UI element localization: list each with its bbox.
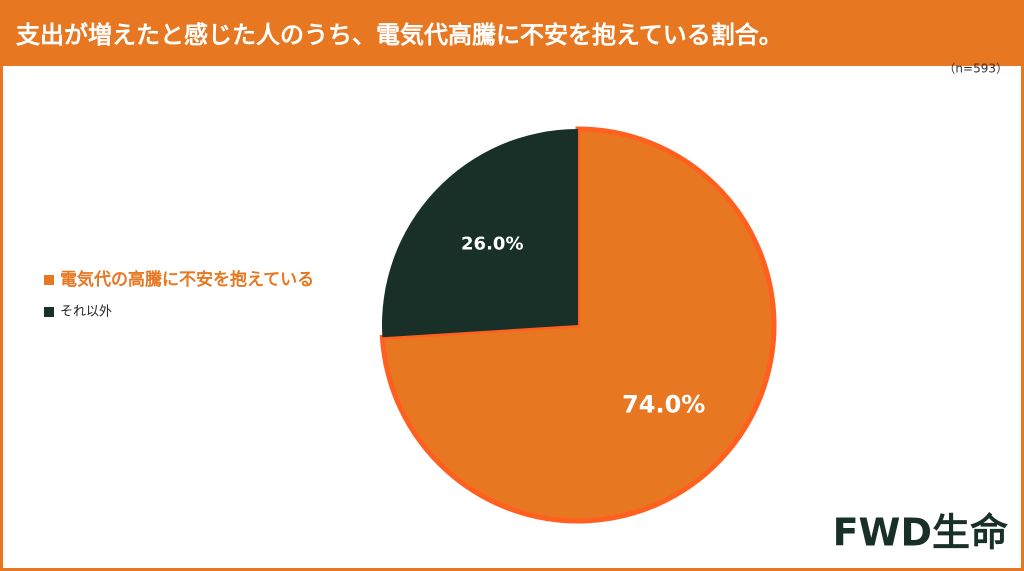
legend-label: 電気代の高騰に不安を抱えている [60,269,314,290]
legend-swatch [44,275,54,285]
data-label: 26.0% [461,233,523,254]
legend-swatch [44,307,54,317]
data-label: 74.0% [622,391,705,419]
chart-title: 支出が増えたと感じた人のうち、電気代高騰に不安を抱えている割合。 [16,21,783,49]
pie-slice [381,129,578,338]
header-band [0,0,1024,66]
pie-slice [379,126,777,524]
chart-subtitle: （n=593） [943,62,1008,76]
legend-label: それ以外 [60,305,112,320]
logo: FWD生命 [833,511,1008,555]
